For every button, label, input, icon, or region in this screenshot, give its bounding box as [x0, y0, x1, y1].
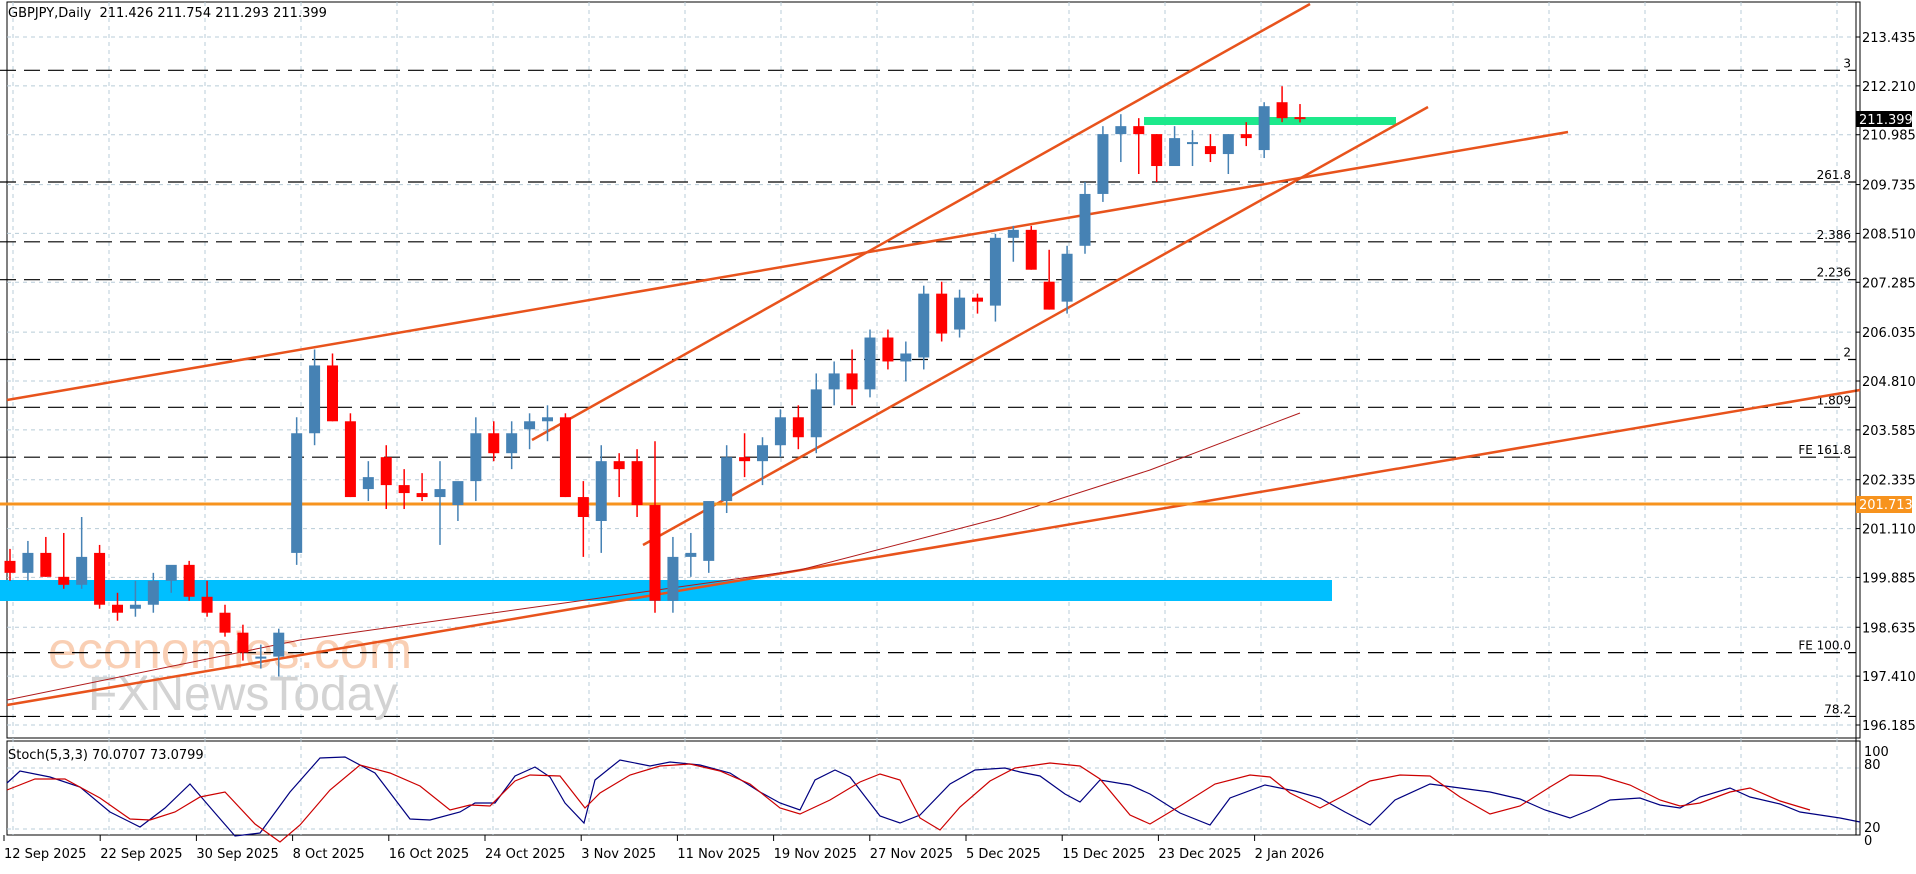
svg-text:15 Dec 2025: 15 Dec 2025 — [1062, 847, 1145, 862]
svg-text:208.510: 208.510 — [1862, 227, 1916, 242]
ohlc-values: 211.426 211.754 211.293 211.399 — [99, 6, 327, 21]
svg-text:24 Oct 2025: 24 Oct 2025 — [485, 847, 565, 862]
price-axis: 213.435 212.210 210.985 209.735 208.510 207.2… — [1855, 2, 1916, 835]
svg-text:100: 100 — [1864, 745, 1889, 760]
svg-text:2 Jan 2026: 2 Jan 2026 — [1255, 847, 1325, 862]
svg-text:203.585: 203.585 — [1862, 424, 1916, 439]
svg-text:2.386: 2.386 — [1817, 228, 1851, 242]
stochastic-lines — [6, 756, 1861, 843]
svg-text:2.236: 2.236 — [1817, 266, 1851, 280]
candlesticks — [4, 86, 1306, 677]
svg-text:FE 161.8: FE 161.8 — [1798, 443, 1851, 457]
svg-text:23 Dec 2025: 23 Dec 2025 — [1158, 847, 1241, 862]
svg-text:196.185: 196.185 — [1862, 719, 1916, 734]
svg-text:11 Nov 2025: 11 Nov 2025 — [677, 847, 760, 862]
svg-text:8 Oct 2025: 8 Oct 2025 — [293, 847, 365, 862]
svg-text:30 Sep 2025: 30 Sep 2025 — [196, 847, 278, 862]
svg-text:198.635: 198.635 — [1862, 621, 1916, 636]
svg-text:210.985: 210.985 — [1862, 129, 1916, 144]
svg-text:27 Nov 2025: 27 Nov 2025 — [870, 847, 953, 862]
price-zones — [0, 117, 1396, 601]
svg-text:FXNewsToday: FXNewsToday — [88, 668, 397, 721]
watermark: economies.com FXNewsToday — [48, 622, 412, 721]
svg-text:2: 2 — [1843, 345, 1851, 359]
svg-text:0: 0 — [1864, 834, 1872, 849]
svg-text:197.410: 197.410 — [1862, 670, 1916, 685]
symbol-timeframe: GBPJPY,Daily — [8, 6, 92, 21]
svg-text:19 Nov 2025: 19 Nov 2025 — [774, 847, 857, 862]
svg-text:5 Dec 2025: 5 Dec 2025 — [966, 847, 1041, 862]
svg-text:212.210: 212.210 — [1862, 80, 1916, 95]
chart-title: GBPJPY,Daily 211.426 211.754 211.293 211… — [8, 6, 327, 21]
svg-text:12 Sep 2025: 12 Sep 2025 — [4, 847, 86, 862]
trendlines[interactable] — [0, 2, 1861, 707]
svg-text:211.399: 211.399 — [1859, 113, 1913, 128]
svg-text:209.735: 209.735 — [1862, 179, 1916, 194]
svg-text:16 Oct 2025: 16 Oct 2025 — [389, 847, 469, 862]
svg-text:202.335: 202.335 — [1862, 474, 1916, 489]
svg-text:213.435: 213.435 — [1862, 31, 1916, 46]
svg-text:20: 20 — [1864, 821, 1881, 836]
svg-text:FE 100.0: FE 100.0 — [1798, 639, 1851, 653]
svg-text:22 Sep 2025: 22 Sep 2025 — [100, 847, 182, 862]
svg-text:199.885: 199.885 — [1862, 571, 1916, 586]
current-price-tag: 211.399 — [1856, 111, 1913, 128]
svg-text:3 Nov 2025: 3 Nov 2025 — [581, 847, 656, 862]
svg-text:204.810: 204.810 — [1862, 375, 1916, 390]
svg-text:3: 3 — [1843, 56, 1851, 70]
stoch-axis: 100 80 20 0 — [1864, 745, 1889, 849]
svg-text:207.285: 207.285 — [1862, 276, 1916, 291]
level-price-tag: 201.713 — [1856, 496, 1913, 513]
svg-text:80: 80 — [1864, 758, 1881, 773]
stoch-label: Stoch(5,3,3) 70.0707 73.0799 — [8, 748, 204, 763]
time-axis: 12 Sep 2025 22 Sep 2025 30 Sep 2025 8 Oct 2… — [3, 835, 1325, 862]
svg-text:201.713: 201.713 — [1859, 498, 1913, 513]
svg-text:201.110: 201.110 — [1862, 523, 1916, 538]
svg-text:261.8: 261.8 — [1817, 168, 1851, 182]
svg-text:78.2: 78.2 — [1824, 702, 1851, 716]
svg-text:206.035: 206.035 — [1862, 326, 1916, 341]
